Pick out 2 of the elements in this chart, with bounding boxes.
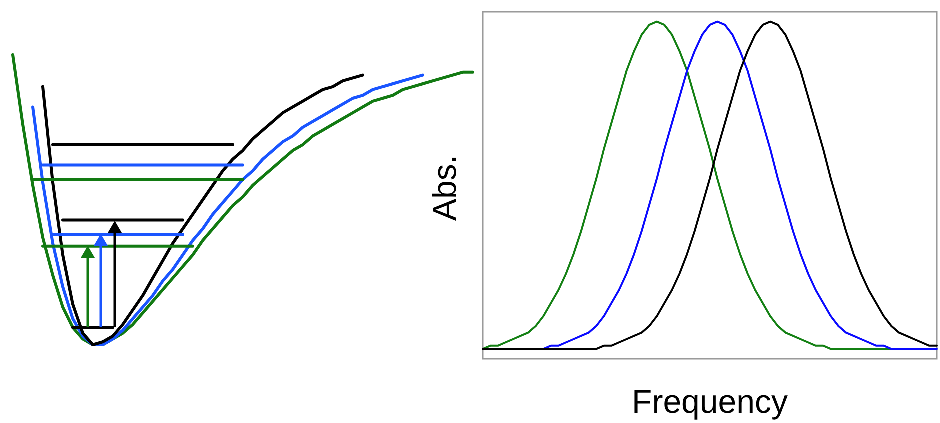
- y-axis-title: Abs.: [426, 154, 463, 222]
- x-axis-title: Frequency: [632, 383, 788, 420]
